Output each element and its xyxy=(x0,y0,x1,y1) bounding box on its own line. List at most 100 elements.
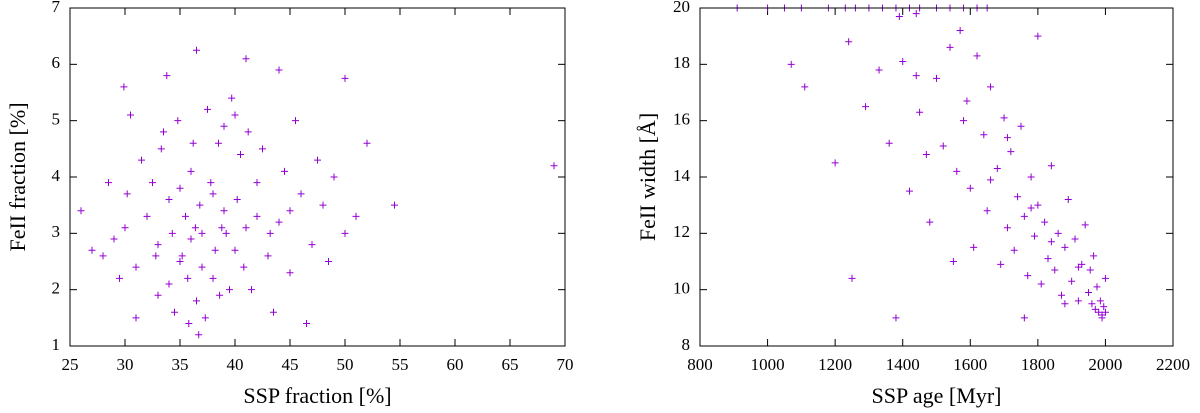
point xyxy=(193,297,200,305)
point xyxy=(1000,114,1008,122)
point xyxy=(196,201,204,209)
x-tick-label: 800 xyxy=(687,355,713,374)
point xyxy=(231,111,239,119)
x-tick-label: 1400 xyxy=(886,355,920,374)
point xyxy=(980,131,988,139)
y-tick-label: 16 xyxy=(673,110,690,129)
point xyxy=(187,235,195,243)
point xyxy=(191,224,199,232)
point xyxy=(178,252,186,260)
point xyxy=(77,207,85,215)
point xyxy=(231,246,239,254)
point xyxy=(1061,243,1069,251)
point xyxy=(132,314,140,322)
point xyxy=(1093,283,1101,291)
point xyxy=(209,274,217,282)
point xyxy=(1058,291,1066,299)
y-tick-label: 12 xyxy=(673,222,690,241)
point xyxy=(204,105,211,113)
point xyxy=(1007,148,1015,156)
y-tick-label: 14 xyxy=(673,166,691,185)
point xyxy=(1003,134,1011,142)
point xyxy=(275,218,283,226)
point xyxy=(314,156,321,164)
point xyxy=(319,201,327,209)
point xyxy=(184,274,192,282)
point xyxy=(1014,193,1022,201)
point xyxy=(215,139,222,147)
x-tick-label: 2000 xyxy=(1088,355,1122,374)
point xyxy=(226,286,233,294)
point xyxy=(127,111,134,119)
point xyxy=(949,258,957,265)
y-tick-label: 1 xyxy=(52,335,61,354)
point xyxy=(165,280,173,288)
point xyxy=(1020,212,1028,220)
point xyxy=(281,167,288,175)
point xyxy=(391,201,398,209)
point xyxy=(1101,308,1109,316)
point xyxy=(341,229,349,237)
y-tick-label: 4 xyxy=(52,166,61,185)
point xyxy=(201,314,209,322)
point xyxy=(88,246,96,254)
point xyxy=(120,83,128,91)
point xyxy=(946,43,954,51)
y-tick-label: 20 xyxy=(673,0,690,16)
point xyxy=(1101,274,1109,282)
point xyxy=(1090,252,1098,260)
point xyxy=(1020,314,1028,322)
point xyxy=(121,224,129,232)
y-axis-label: FeII fraction [%] xyxy=(5,102,30,251)
point xyxy=(905,187,913,195)
point xyxy=(939,142,947,150)
point xyxy=(193,46,200,54)
point xyxy=(831,159,839,167)
y-tick-label: 18 xyxy=(673,53,690,72)
point xyxy=(253,179,261,187)
point xyxy=(916,108,924,116)
point xyxy=(933,74,940,82)
point xyxy=(110,235,118,243)
x-tick-label: 35 xyxy=(172,355,189,374)
y-axis-label: FeII width [Å] xyxy=(635,113,660,241)
point xyxy=(209,190,217,198)
x-axis-label: SSP age [Myr] xyxy=(872,383,1002,408)
point xyxy=(154,241,162,249)
point xyxy=(222,229,230,237)
point xyxy=(198,263,206,271)
x-tick-label: 30 xyxy=(117,355,134,374)
x-axis-label: SSP fraction [%] xyxy=(243,383,391,408)
x-tick-label: 25 xyxy=(62,355,79,374)
point xyxy=(983,207,991,215)
point xyxy=(216,291,224,299)
point xyxy=(1010,246,1018,254)
point xyxy=(165,196,173,204)
point xyxy=(963,97,971,105)
x-tick-label: 2200 xyxy=(1156,355,1190,374)
point xyxy=(1017,122,1025,130)
point xyxy=(956,27,964,35)
point xyxy=(1071,235,1079,243)
point xyxy=(154,291,162,299)
point xyxy=(189,139,197,147)
point xyxy=(966,184,974,192)
point xyxy=(1064,196,1072,204)
point xyxy=(922,150,930,158)
point xyxy=(160,128,167,136)
point xyxy=(1098,314,1106,322)
point xyxy=(895,12,903,20)
x-tick-label: 1600 xyxy=(953,355,987,374)
point xyxy=(341,74,349,82)
point xyxy=(176,184,184,192)
point xyxy=(1074,263,1082,271)
point xyxy=(303,319,310,327)
x-tick-label: 1000 xyxy=(751,355,785,374)
point xyxy=(220,207,228,215)
point xyxy=(1096,297,1104,305)
point xyxy=(1030,232,1038,240)
point xyxy=(248,286,255,294)
point xyxy=(1051,266,1059,274)
point xyxy=(912,10,920,18)
